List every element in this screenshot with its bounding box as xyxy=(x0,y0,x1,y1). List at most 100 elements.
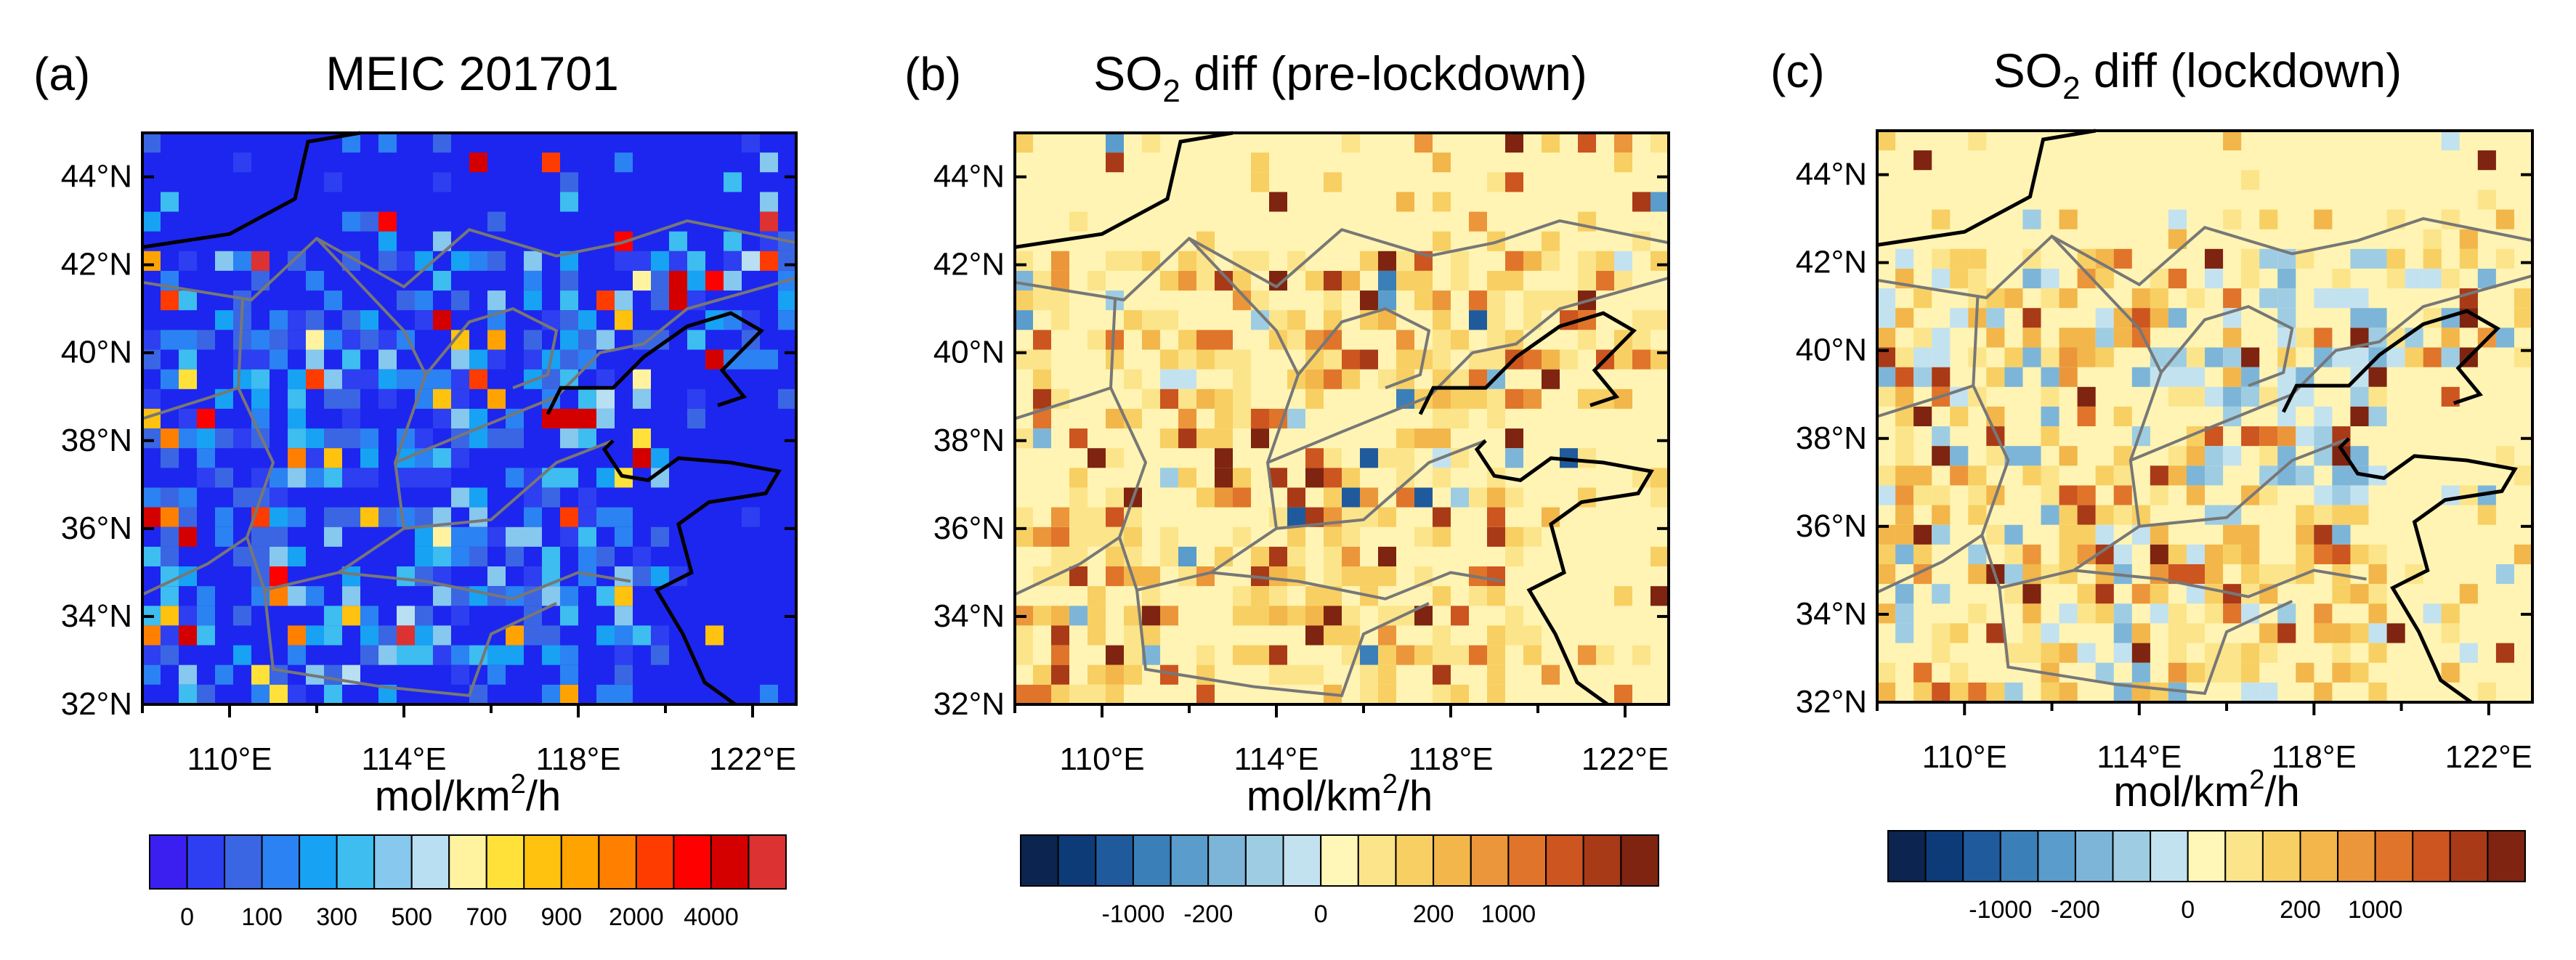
grid-cell xyxy=(1877,564,1896,585)
grid-cell xyxy=(1932,367,1951,387)
grid-cell xyxy=(1451,408,1469,428)
grid-cell xyxy=(1087,448,1106,468)
grid-cell xyxy=(1106,664,1124,685)
grid-cell xyxy=(2277,269,2296,289)
grid-cell xyxy=(2459,248,2478,269)
grid-cell xyxy=(451,487,469,508)
grid-cell xyxy=(2150,682,2168,702)
grid-cell xyxy=(1487,526,1505,547)
grid-cell xyxy=(1650,192,1669,212)
grid-cell xyxy=(724,271,742,291)
grid-cell xyxy=(1178,546,1196,566)
grid-cell xyxy=(2004,524,2023,545)
grid-cell xyxy=(342,330,360,350)
grid-cell xyxy=(1269,645,1287,665)
grid-cell xyxy=(2077,643,2096,663)
grid-cell xyxy=(451,664,469,685)
grid-cell xyxy=(2022,347,2041,367)
grid-cell xyxy=(615,645,633,665)
grid-cell xyxy=(1342,606,1360,626)
grid-cell xyxy=(2368,603,2387,624)
grid-cell xyxy=(1233,586,1251,606)
grid-cell xyxy=(1414,645,1433,665)
grid-cell xyxy=(1106,566,1124,587)
grid-cell xyxy=(1196,389,1215,409)
grid-cell xyxy=(415,468,433,488)
grid-cell xyxy=(378,133,397,153)
grid-cell xyxy=(1015,310,1033,330)
grid-cell xyxy=(2041,485,2059,505)
colorbar-swatch xyxy=(2337,830,2376,882)
grid-cell xyxy=(1269,664,1287,685)
grid-cell xyxy=(1051,645,1069,665)
grid-cell xyxy=(1396,349,1414,370)
x-tick-label: 118°E xyxy=(2272,739,2357,775)
grid-cell xyxy=(2150,524,2168,545)
colorbar-label: 4000 xyxy=(684,903,739,931)
grid-cell xyxy=(1378,251,1396,271)
grid-cell xyxy=(1251,152,1269,173)
colorbar-label: 0 xyxy=(1314,900,1328,928)
y-tick-label: 40°N xyxy=(1796,333,1867,368)
grid-cell xyxy=(2332,269,2351,289)
grid-cell xyxy=(1950,682,1969,702)
grid-cell xyxy=(270,330,288,350)
grid-cell xyxy=(142,389,161,409)
grid-cell xyxy=(1233,526,1251,547)
grid-cell xyxy=(2259,564,2278,585)
y-tick-label: 42°N xyxy=(933,247,1005,282)
grid-cell xyxy=(2077,603,2096,624)
grid-cell xyxy=(1632,645,1650,665)
grid-cell xyxy=(560,606,578,626)
grid-cell xyxy=(142,330,161,350)
grid-cell xyxy=(1414,271,1433,291)
grid-cell xyxy=(1895,347,1914,367)
grid-cell xyxy=(1287,408,1305,428)
grid-cell xyxy=(1895,505,1914,525)
grid-cell xyxy=(1033,606,1051,626)
grid-cell xyxy=(2259,485,2278,505)
grid-cell xyxy=(324,369,342,389)
grid-cell xyxy=(2150,288,2168,309)
grid-cell xyxy=(161,448,179,468)
grid-cell xyxy=(1160,428,1178,449)
grid-cell xyxy=(2131,662,2150,683)
grid-cell xyxy=(1015,271,1033,291)
grid-cell xyxy=(360,606,378,626)
grid-cell xyxy=(1051,606,1069,626)
grid-cell xyxy=(1269,586,1287,606)
grid-cell xyxy=(324,448,342,468)
chart-title: SO2 diff (pre-lockdown) xyxy=(1093,46,1587,109)
grid-cell xyxy=(1196,664,1215,685)
grid-cell xyxy=(1505,487,1523,508)
coastline xyxy=(546,311,765,415)
grid-cell xyxy=(2495,328,2514,348)
province-boundary xyxy=(1876,534,1983,594)
grid-cell xyxy=(633,428,651,449)
grid-cell xyxy=(1287,606,1305,626)
province-boundary xyxy=(394,276,797,464)
grid-cell xyxy=(142,664,161,685)
grid-cell xyxy=(142,546,161,566)
grid-cell xyxy=(1051,290,1069,311)
grid-cell xyxy=(360,330,378,350)
y-tick-label: 44°N xyxy=(1796,157,1867,192)
grid-cell xyxy=(2223,386,2242,407)
grid-cell xyxy=(651,526,669,547)
grid-cell xyxy=(1932,682,1951,702)
grid-cell xyxy=(451,546,469,566)
grid-cell xyxy=(724,251,742,271)
grid-cell xyxy=(1305,389,1324,409)
grid-cell xyxy=(651,566,669,587)
grid-cell xyxy=(2350,446,2369,466)
y-tick-label: 42°N xyxy=(1796,245,1867,280)
grid-cell xyxy=(342,349,360,370)
province-boundary xyxy=(1876,384,1974,418)
grid-cell xyxy=(1433,192,1451,212)
grid-cell xyxy=(1650,310,1669,330)
grid-cell xyxy=(778,310,796,330)
grid-cell xyxy=(596,625,615,646)
grid-cell xyxy=(1433,152,1451,173)
grid-cell xyxy=(487,211,506,232)
grid-cell xyxy=(1932,524,1951,545)
